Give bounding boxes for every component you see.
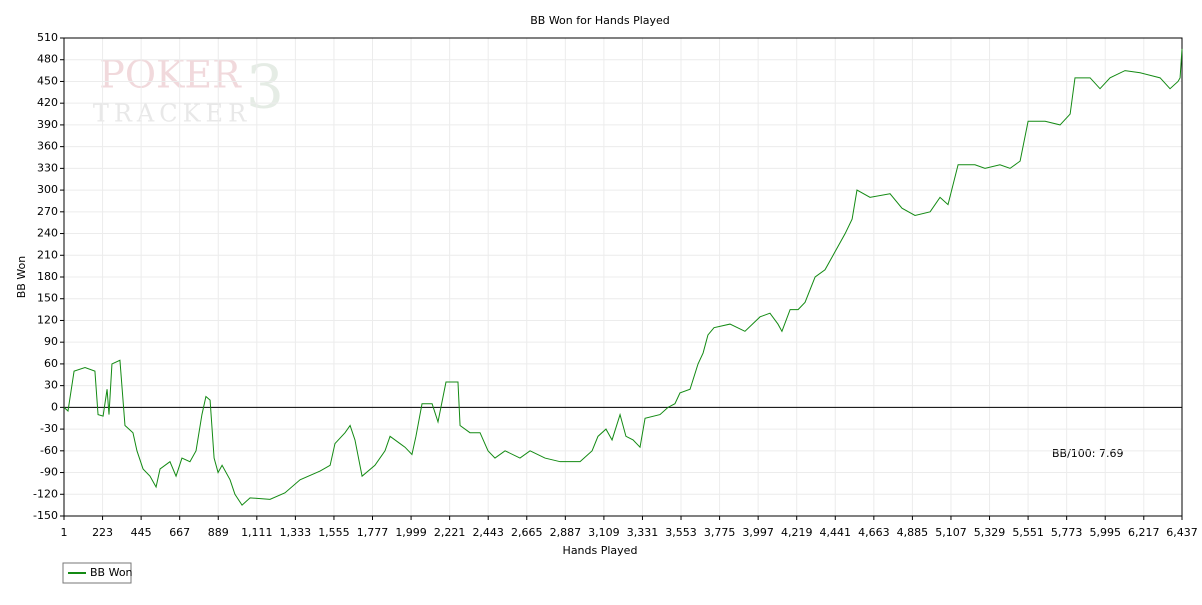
data-line — [63, 48, 1183, 506]
watermark-subtitle: TRACKER — [93, 100, 251, 128]
legend-label: BB Won — [90, 566, 133, 579]
x-tick-label: 2,221 — [434, 526, 466, 539]
x-tick-label: 1 — [61, 526, 68, 539]
y-tick-label: 360 — [37, 140, 58, 153]
y-tick-label: 210 — [37, 248, 58, 261]
x-axis-label: Hands Played — [563, 544, 638, 557]
y-tick-label: -150 — [33, 509, 58, 522]
x-tick-label: 4,663 — [858, 526, 890, 539]
x-tick-label: 3,109 — [588, 526, 620, 539]
y-tick-label: 90 — [44, 335, 58, 348]
y-tick-label: -120 — [33, 487, 58, 500]
x-tick-label: 3,331 — [627, 526, 659, 539]
chart-title: BB Won for Hands Played — [530, 14, 670, 27]
plot-border — [63, 37, 1183, 517]
y-tick-label: -30 — [40, 422, 58, 435]
y-tick-label: 420 — [37, 96, 58, 109]
x-tick-label: 1,999 — [395, 526, 427, 539]
y-tick-label: 150 — [37, 292, 58, 305]
x-tick-label: 2,887 — [550, 526, 582, 539]
x-tick-label: 3,775 — [704, 526, 736, 539]
watermark: POKER TRACKER 3 — [93, 53, 284, 128]
x-tick-label: 5,995 — [1089, 526, 1121, 539]
y-tick-label: -90 — [40, 466, 58, 479]
y-tick-label: -60 — [40, 444, 58, 457]
y-tick-label: 390 — [37, 118, 58, 131]
x-tick-label: 4,441 — [820, 526, 852, 539]
x-tick-label: 4,219 — [781, 526, 813, 539]
x-tick-label: 3,997 — [742, 526, 774, 539]
x-tick-label: 2,443 — [472, 526, 504, 539]
x-tick-label: 2,665 — [511, 526, 543, 539]
x-tick-label: 5,107 — [935, 526, 967, 539]
x-tick-label: 445 — [131, 526, 152, 539]
x-tick-label: 3,553 — [665, 526, 697, 539]
x-tick-label: 667 — [169, 526, 190, 539]
x-tick-label: 1,111 — [241, 526, 273, 539]
y-tick-label: 450 — [37, 74, 58, 87]
x-tick-label: 5,329 — [974, 526, 1006, 539]
x-tick-label: 5,773 — [1051, 526, 1083, 539]
x-tick-label: 223 — [92, 526, 113, 539]
y-tick-label: 180 — [37, 270, 58, 283]
x-tick-label: 1,777 — [357, 526, 389, 539]
y-tick-label: 330 — [37, 161, 58, 174]
x-tick-label: 4,885 — [897, 526, 929, 539]
legend-box — [62, 562, 132, 584]
x-tick-label: 1,555 — [318, 526, 350, 539]
y-tick-label: 0 — [51, 400, 58, 413]
x-tick-label: 889 — [208, 526, 229, 539]
annotation: BB/100: 7.69 — [1052, 447, 1124, 460]
y-tick-label: 300 — [37, 183, 58, 196]
y-tick-label: 120 — [37, 313, 58, 326]
x-tick-label: 1,333 — [280, 526, 312, 539]
x-tick-label: 6,437 — [1166, 526, 1198, 539]
y-tick-label: 30 — [44, 379, 58, 392]
y-tick-label: 270 — [37, 205, 58, 218]
y-tick-label: 240 — [37, 227, 58, 240]
watermark-logo: 3 — [246, 53, 284, 123]
y-tick-label: 510 — [37, 31, 58, 44]
x-tick-label: 6,217 — [1128, 526, 1160, 539]
y-tick-label: 60 — [44, 357, 58, 370]
y-axis-label: BB Won — [15, 256, 28, 299]
watermark-title: POKER — [99, 53, 242, 97]
x-tick-label: 5,551 — [1012, 526, 1044, 539]
y-tick-label: 480 — [37, 53, 58, 66]
